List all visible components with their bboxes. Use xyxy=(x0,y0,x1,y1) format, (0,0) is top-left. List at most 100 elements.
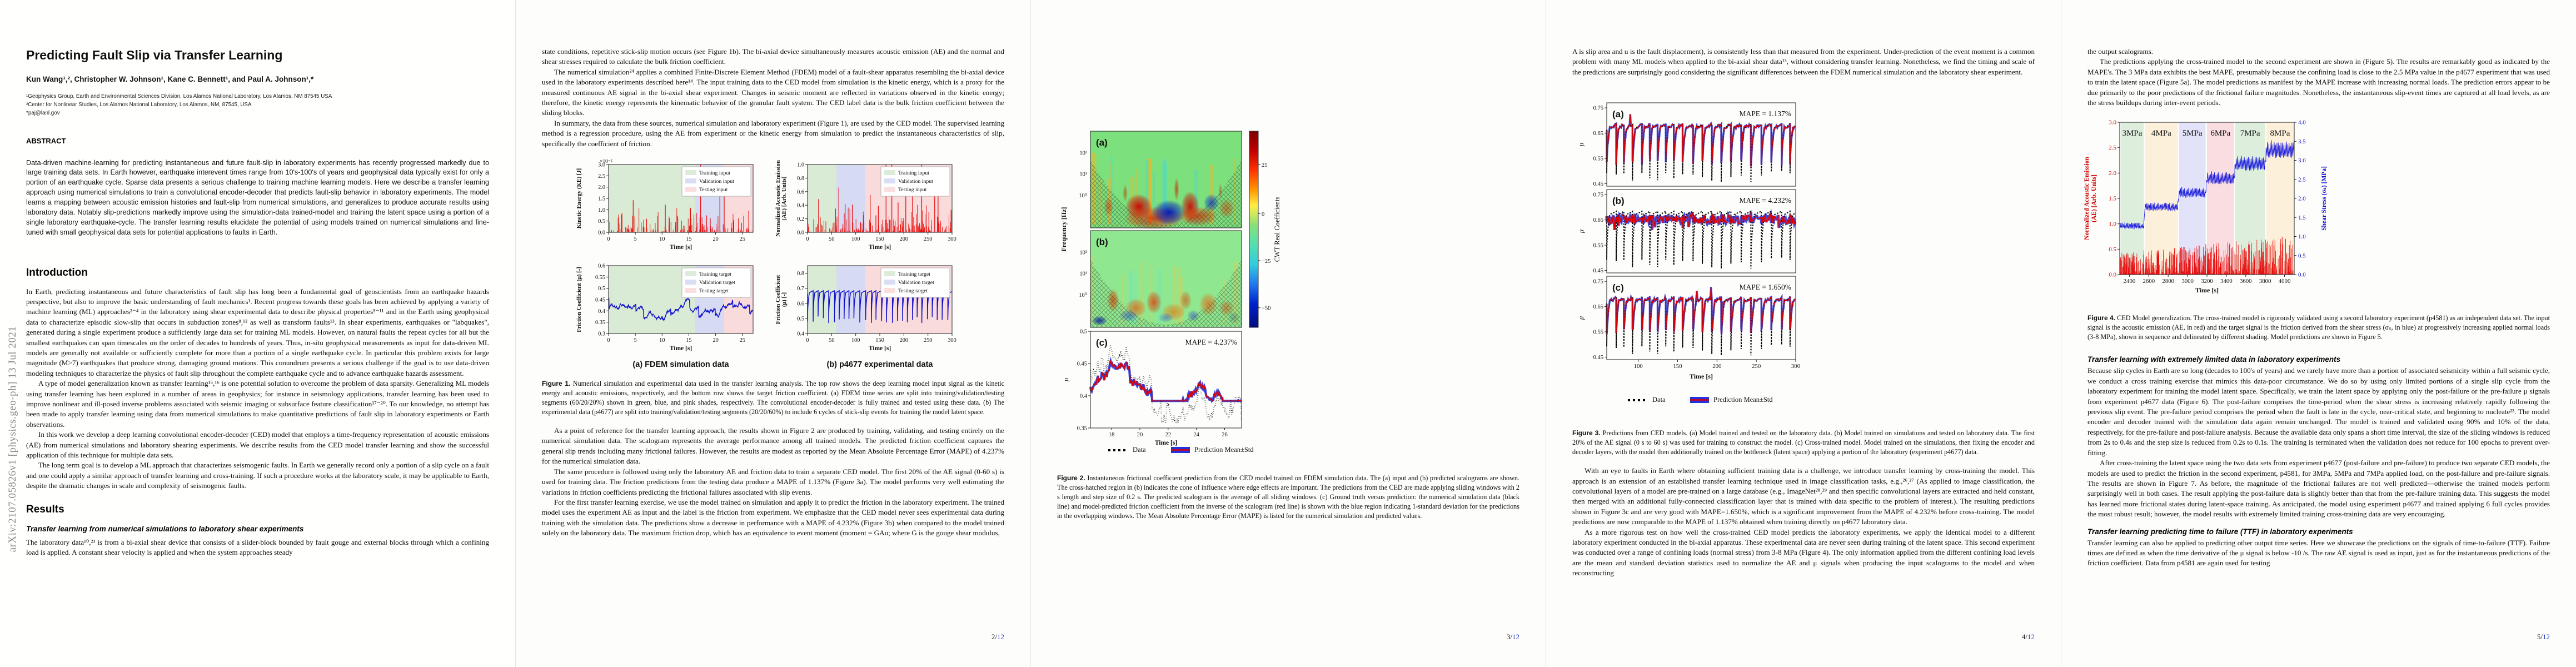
figure-3-caption: Figure 3. Predictions from CED models. (… xyxy=(1572,429,2035,456)
page-3: (a) 10² 10¹ 10⁰ (b) 10² 10¹ 10⁰ Frequency [Hz] 25… xyxy=(1030,0,1546,667)
intro-paragraph: In this work we develop a deep learning … xyxy=(26,430,489,460)
subsection-heading: Transfer learning predicting time to fai… xyxy=(2087,527,2353,536)
svg-text:5: 5 xyxy=(634,337,637,344)
svg-text:0.5: 0.5 xyxy=(797,316,804,322)
svg-text:0.45: 0.45 xyxy=(1593,268,1603,274)
svg-text:0.4: 0.4 xyxy=(797,203,804,209)
figure1-chart: 1.00.80.60.40.20.00 50 100 150 200 250 300Time… xyxy=(775,160,956,369)
svg-text:MAPE = 4.237%: MAPE = 4.237% xyxy=(1185,338,1238,346)
paragraph: In summary, the data from these sources,… xyxy=(542,118,1004,148)
svg-text:10: 10 xyxy=(659,337,665,344)
contact-email: *paj@lanl.gov xyxy=(26,110,60,117)
svg-text:Time [s]: Time [s] xyxy=(670,244,692,251)
svg-text:0.0: 0.0 xyxy=(2109,272,2116,278)
svg-text:250: 250 xyxy=(924,236,932,242)
svg-text:0.65: 0.65 xyxy=(1593,131,1603,137)
paragraph: A is slip area and u is the fault displa… xyxy=(1572,47,2035,76)
svg-text:2.0: 2.0 xyxy=(598,185,605,191)
figure-3-caption-label: Figure 3. xyxy=(1572,429,1601,437)
svg-text:1.0: 1.0 xyxy=(598,207,605,213)
svg-text:(AE) [Arb. Units]: (AE) [Arb. Units] xyxy=(2091,175,2097,222)
svg-text:3.0: 3.0 xyxy=(2109,120,2116,126)
svg-text:0.5: 0.5 xyxy=(598,286,605,292)
svg-text:Time [s]: Time [s] xyxy=(670,345,692,352)
svg-text:1.0: 1.0 xyxy=(2109,221,2116,228)
svg-text:24: 24 xyxy=(1193,432,1199,438)
svg-text:18: 18 xyxy=(1109,432,1115,438)
svg-text:2600: 2600 xyxy=(2143,278,2155,285)
page-5: the output scalograms. The predictions a… xyxy=(2061,0,2576,667)
svg-text:Normalized Acoustic Emission: Normalized Acoustic Emission xyxy=(2084,157,2090,240)
affiliations: ¹Geophysics Group, Earth and Environment… xyxy=(26,92,471,118)
svg-text:Validation target: Validation target xyxy=(699,280,735,286)
svg-text:0: 0 xyxy=(607,337,610,344)
intro-paragraph: The long term goal is to develop a ML ap… xyxy=(26,461,489,490)
svg-text:Testing target: Testing target xyxy=(898,288,928,294)
paragraph: For the first transfer learning exercise… xyxy=(542,497,1004,537)
svg-text:μ: μ xyxy=(1062,377,1070,382)
svg-text:25: 25 xyxy=(740,236,745,242)
affiliation-1: ¹Geophysics Group, Earth and Environment… xyxy=(26,93,332,99)
svg-text:0: 0 xyxy=(806,236,809,242)
svg-text:0.8: 0.8 xyxy=(797,271,804,277)
svg-text:10¹: 10¹ xyxy=(1079,172,1087,178)
svg-text:10¹: 10¹ xyxy=(1079,271,1087,277)
svg-text:4MPa: 4MPa xyxy=(2151,129,2171,138)
svg-text:Prediction Mean±Std: Prediction Mean±Std xyxy=(1194,446,1254,454)
page-number: 5/12 xyxy=(2537,633,2550,641)
svg-text:−25: −25 xyxy=(1262,258,1270,265)
svg-text:3.0: 3.0 xyxy=(598,162,605,168)
svg-text:0.7: 0.7 xyxy=(797,286,804,292)
svg-text:100: 100 xyxy=(1634,363,1643,370)
figure-3: 0.75 0.65 0.55 0.45 μ (a) MAPE = 1.137% 0.75 0.6… xyxy=(1572,98,2035,422)
svg-text:20: 20 xyxy=(712,236,718,242)
svg-text:Time [s]: Time [s] xyxy=(1690,372,1713,380)
svg-text:50: 50 xyxy=(829,236,834,242)
svg-text:0: 0 xyxy=(806,337,809,344)
svg-text:10: 10 xyxy=(659,236,665,242)
svg-text:0.55: 0.55 xyxy=(1593,330,1603,336)
svg-text:10²: 10² xyxy=(1079,250,1087,256)
svg-text:3000: 3000 xyxy=(2181,278,2194,285)
svg-text:Validation input: Validation input xyxy=(699,178,734,185)
svg-text:200: 200 xyxy=(1712,363,1721,370)
svg-text:200: 200 xyxy=(900,337,908,344)
svg-text:Training target: Training target xyxy=(699,271,731,277)
svg-text:5: 5 xyxy=(634,236,637,242)
svg-text:2.5: 2.5 xyxy=(2298,177,2306,183)
svg-text:(c): (c) xyxy=(1612,282,1624,293)
page-number: 2/12 xyxy=(991,633,1004,641)
svg-text:−50: −50 xyxy=(1262,306,1270,312)
svg-text:Time [s]: Time [s] xyxy=(2195,286,2219,294)
svg-text:0.35: 0.35 xyxy=(1077,426,1087,432)
svg-text:250: 250 xyxy=(1752,363,1761,370)
svg-text:7MPa: 7MPa xyxy=(2240,129,2260,138)
subsection-heading: Transfer learning with extremely limited… xyxy=(2087,355,2341,364)
paper-title: Predicting Fault Slip via Transfer Learn… xyxy=(26,48,283,62)
svg-text:25: 25 xyxy=(1262,162,1268,168)
svg-text:3400: 3400 xyxy=(2220,278,2233,285)
svg-text:Shear Stress (σₛ) [MPa]: Shear Stress (σₛ) [MPa] xyxy=(2321,167,2328,231)
svg-text:(c): (c) xyxy=(1096,337,1108,348)
svg-text:0.5: 0.5 xyxy=(598,218,605,225)
svg-text:Testing input: Testing input xyxy=(699,187,728,193)
figure-2: (a) 10² 10¹ 10⁰ (b) 10² 10¹ 10⁰ Frequency [Hz] 25… xyxy=(1057,126,1519,460)
svg-text:0.75: 0.75 xyxy=(1593,192,1603,198)
svg-text:(μ) [-]: (μ) [-] xyxy=(781,292,788,307)
svg-text:Testing target: Testing target xyxy=(699,288,729,294)
affiliation-2: ²Center for Nonlinear Studies, Los Alamo… xyxy=(26,102,252,108)
svg-text:2800: 2800 xyxy=(2162,278,2174,285)
svg-text:(a) FDEM simulation data: (a) FDEM simulation data xyxy=(632,360,729,369)
svg-text:Kinetic Energy (KE) [J]: Kinetic Energy (KE) [J] xyxy=(576,168,582,229)
svg-text:Time [s]: Time [s] xyxy=(869,345,891,352)
figure1-chart: ×10⁻²3.02.52.01.51.00.50.00 5 10 15 20 25Time… xyxy=(576,159,754,369)
paragraph: With an eye to faults in Earth where obt… xyxy=(1572,466,2035,526)
paragraph: The predictions applying the cross-train… xyxy=(2087,57,2550,107)
intro-paragraph: In Earth, predicting instantaneous and f… xyxy=(26,287,489,377)
svg-text:3.0: 3.0 xyxy=(2298,157,2306,164)
svg-text:0.0: 0.0 xyxy=(797,230,804,236)
svg-text:Validation target: Validation target xyxy=(898,280,934,286)
figure4-chart: 3MPa 4MPa 5MPa 6MPa 7MPa 8MPa 3.0 2.5 2.0 1.5 1.0 0… xyxy=(2084,120,2328,295)
svg-text:0.45: 0.45 xyxy=(1077,361,1087,367)
svg-text:Frequency [Hz]: Frequency [Hz] xyxy=(1060,207,1068,251)
